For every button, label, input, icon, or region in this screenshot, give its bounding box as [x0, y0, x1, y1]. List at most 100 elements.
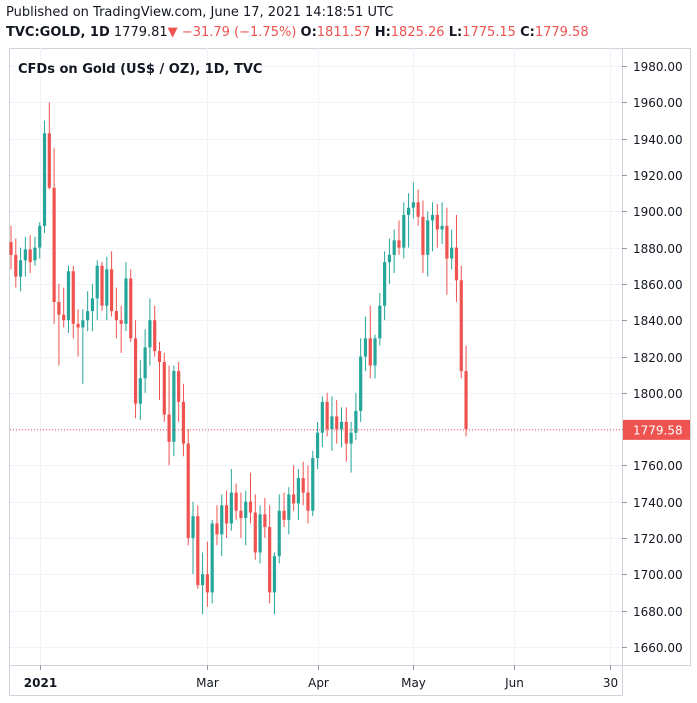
x-tick-label: 2021: [24, 676, 57, 690]
close-label: C:: [520, 25, 535, 40]
candle: [248, 472, 253, 524]
candle: [258, 505, 262, 564]
candle: [71, 265, 75, 339]
candle: [450, 229, 454, 270]
candle: [138, 360, 142, 421]
candle-body: [454, 247, 459, 281]
candle: [196, 505, 200, 589]
candle-body: [378, 305, 382, 339]
candle: [392, 229, 396, 274]
candle: [296, 469, 300, 520]
candle: [148, 298, 152, 366]
candle: [81, 309, 85, 384]
candle-body: [445, 225, 449, 259]
candle-body: [172, 371, 176, 442]
candle: [378, 292, 382, 346]
candle: [344, 407, 348, 462]
candle-body: [397, 240, 401, 248]
candle: [153, 305, 157, 357]
candle: [354, 392, 358, 440]
candle-body: [440, 225, 444, 230]
candle-body: [23, 249, 27, 261]
candle: [282, 492, 286, 528]
candle: [76, 309, 80, 357]
down-arrow-icon: ▼: [167, 25, 178, 40]
candle-body: [234, 492, 238, 511]
candle: [57, 283, 61, 366]
candle: [38, 222, 42, 259]
y-tick-label: 1920.00: [633, 169, 683, 183]
candle: [90, 283, 95, 332]
candle-body: [33, 247, 37, 261]
candle: [325, 392, 329, 437]
candle: [368, 305, 372, 379]
candle: [454, 214, 459, 303]
candle-body: [277, 510, 281, 557]
y-tick-label: 1660.00: [633, 641, 683, 655]
candle: [66, 265, 71, 333]
candle-body: [330, 416, 334, 430]
candle-body: [383, 262, 387, 306]
candle: [349, 421, 353, 473]
candle-body: [344, 421, 348, 444]
candle-body: [435, 214, 439, 230]
price-axis[interactable]: [622, 48, 691, 666]
candle-body: [143, 347, 147, 379]
candle: [100, 262, 104, 312]
candle: [445, 207, 449, 295]
candle: [397, 220, 401, 255]
candle: [263, 498, 267, 538]
candle-body: [311, 458, 315, 511]
candle-body: [292, 494, 296, 504]
price-change: −31.79 (−1.75%): [181, 25, 297, 40]
candle-body: [42, 133, 47, 226]
candle: [287, 487, 291, 535]
y-tick-label: 1960.00: [633, 96, 683, 110]
candle: [52, 147, 56, 324]
candle-body: [296, 478, 300, 504]
candle: [311, 450, 315, 517]
candle: [383, 251, 387, 321]
candle: [335, 400, 339, 444]
candle: [86, 291, 90, 332]
candle: [210, 519, 214, 604]
candle-body: [14, 254, 18, 277]
candle: [292, 465, 296, 511]
candle: [95, 260, 99, 321]
candle-body: [339, 421, 344, 430]
candle-body: [66, 271, 71, 321]
candle: [162, 352, 166, 422]
candle-body: [28, 249, 32, 263]
candle-body: [426, 220, 430, 255]
high-value: 1825.26: [390, 25, 445, 40]
candle: [28, 234, 32, 274]
time-axis[interactable]: [9, 665, 623, 696]
candle-body: [335, 416, 339, 430]
y-tick-label: 1820.00: [633, 351, 683, 365]
x-tick-label: Jun: [504, 676, 524, 690]
candle: [339, 407, 344, 448]
last-price-badge-label: 1779.58: [633, 423, 683, 437]
last-price-badge-bg: [623, 419, 690, 440]
published-note: Published on TradingView.com, June 17, 2…: [6, 5, 394, 20]
candle-body: [287, 494, 291, 520]
candle-body: [263, 514, 267, 528]
candle: [177, 361, 181, 422]
candle: [119, 305, 123, 353]
candle-body: [459, 280, 463, 372]
candle: [172, 365, 176, 457]
candle: [421, 200, 425, 274]
y-tick-label: 1700.00: [633, 568, 683, 582]
candle: [133, 320, 138, 419]
candle: [239, 492, 243, 538]
candles: [9, 102, 468, 615]
candle-body: [229, 492, 233, 524]
candle-body: [282, 510, 286, 520]
low-label: L:: [448, 25, 463, 40]
x-tick-label: Apr: [308, 676, 329, 690]
candle-body: [368, 338, 372, 366]
candle-body: [430, 214, 435, 221]
candle: [459, 265, 463, 379]
candle: [129, 269, 133, 342]
